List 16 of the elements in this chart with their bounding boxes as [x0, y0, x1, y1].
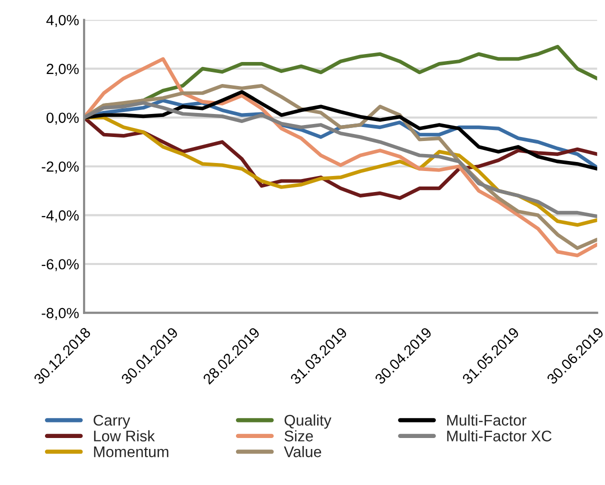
legend-label: Size — [284, 430, 313, 442]
legend-label: Multi-Factor — [447, 414, 526, 426]
legend-label: Low Risk — [94, 430, 155, 442]
y-tick-label: 4,0% — [46, 14, 79, 28]
y-tick-label: 0,0% — [46, 112, 79, 125]
legend-label: Quality — [284, 414, 332, 429]
legend-label: Multi-Factor XC — [447, 430, 552, 442]
legend-label: Carry — [94, 414, 130, 429]
y-tick-label: 2,0% — [46, 64, 79, 76]
y-tick-label: -8,0% — [42, 308, 79, 320]
legend-label: Value — [284, 446, 322, 458]
y-tick-label: -2,0% — [42, 161, 79, 174]
y-tick-label: -6,0% — [42, 259, 79, 272]
line-series — [84, 57, 598, 258]
legend-label: Momentum — [94, 446, 168, 458]
y-tick-label: -4,0% — [42, 210, 79, 222]
